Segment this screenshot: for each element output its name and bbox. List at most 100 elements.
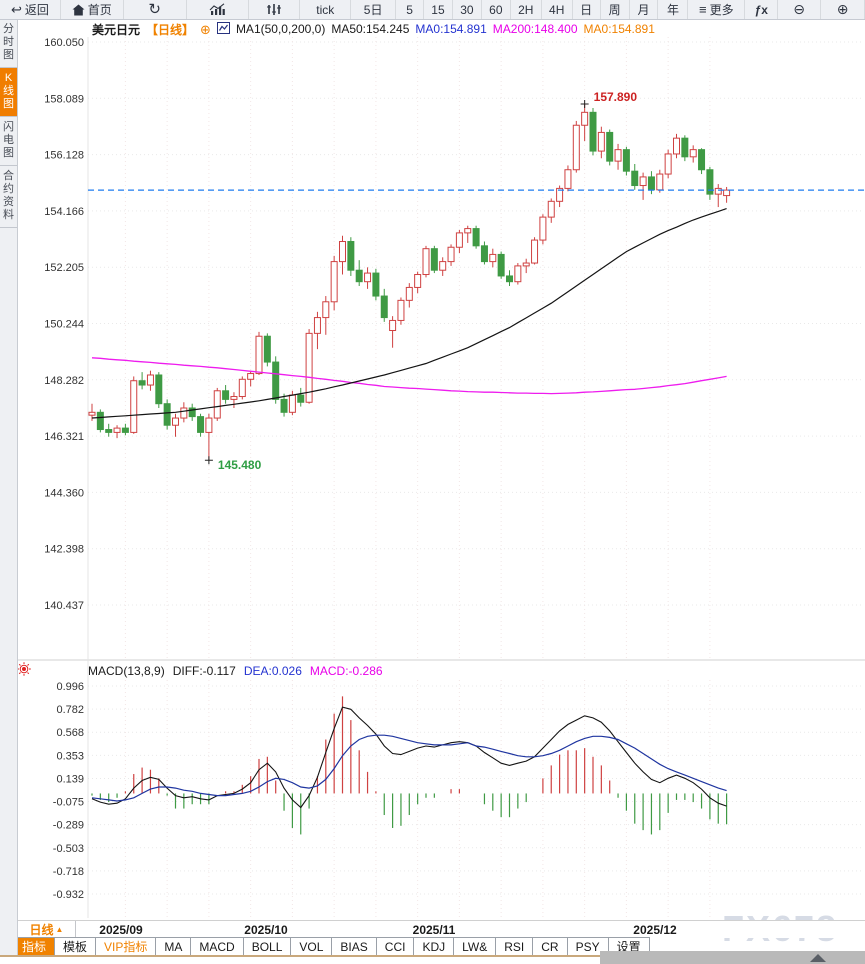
candle-body — [606, 131, 614, 162]
timeframe-2h[interactable]: 2H — [511, 0, 542, 19]
candle-body — [339, 241, 346, 263]
candle-body — [430, 248, 438, 271]
macd-axis-label: -0.289 — [53, 820, 84, 832]
plus-circle-icon[interactable]: ⊕ — [200, 21, 211, 37]
zoom-out-button[interactable]: ⊖ — [778, 0, 822, 19]
indicator-tab-LW&[interactable]: LW& — [454, 938, 497, 955]
fx-indicator-button[interactable]: ƒx — [745, 0, 779, 19]
candle-body — [698, 149, 706, 171]
chart-type-candle-button[interactable] — [249, 0, 301, 19]
collapse-arrow-icon[interactable] — [810, 954, 826, 962]
chart-type-line-button[interactable] — [187, 0, 250, 19]
chevron-up-icon: ▲ — [55, 925, 64, 934]
sidebar-tab-合约资料[interactable]: 合约资料 — [0, 166, 17, 228]
timeframe-5d[interactable]: 5日 — [351, 0, 397, 19]
indicator-tab-PSY[interactable]: PSY — [568, 938, 609, 955]
timeframe-week-label: 周 — [608, 3, 621, 17]
low-annotation: 145.480 — [218, 458, 262, 472]
indicator-tab-CR[interactable]: CR — [533, 938, 568, 955]
indicator-tab-MA[interactable]: MA — [156, 938, 192, 955]
candle-body — [506, 275, 513, 283]
candle-body — [689, 149, 697, 158]
timeframe-5m[interactable]: 5 — [396, 0, 425, 19]
candle-body — [297, 394, 305, 403]
candle-body — [380, 295, 388, 319]
timeframe-year[interactable]: 年 — [658, 0, 689, 19]
candle-body — [472, 228, 480, 247]
more-button[interactable]: ≡ 更多 — [688, 0, 746, 19]
macd-axis-label: -0.932 — [53, 889, 84, 901]
candle-body — [422, 248, 430, 276]
home-button[interactable]: 首页 — [61, 0, 124, 19]
price-axis-label: 144.360 — [44, 487, 84, 499]
timeframe-60m-label: 60 — [489, 2, 503, 17]
candle-body — [364, 272, 372, 283]
candle-body — [547, 200, 555, 218]
candle-body — [656, 173, 664, 191]
timeframe-30m[interactable]: 30 — [453, 0, 482, 19]
candle-body — [647, 176, 655, 191]
indicator-tab-KDJ[interactable]: KDJ — [414, 938, 455, 955]
price-axis-label: 154.166 — [44, 206, 84, 218]
ma-params: MA1(50,0,200,0) — [235, 22, 326, 36]
indicator-tab-BIAS[interactable]: BIAS — [332, 938, 377, 955]
indicator-tab-指标[interactable]: 指标 — [14, 938, 56, 955]
indicator-tab-模板[interactable]: 模板 — [55, 938, 97, 955]
area-chart-icon — [209, 3, 226, 16]
indicator-tab-BOLL[interactable]: BOLL — [244, 938, 292, 955]
back-button-label: 返回 — [24, 3, 49, 17]
symbol-name: 美元日元 — [92, 22, 141, 37]
bottom-scrollbar[interactable] — [600, 951, 865, 964]
timeframe-month[interactable]: 月 — [630, 0, 659, 19]
home-icon — [72, 4, 85, 16]
ma50-value: MA50:154.245 — [331, 22, 410, 36]
macd-dea-value: DEA:0.026 — [243, 663, 302, 678]
macd-diff-line — [91, 706, 727, 809]
back-button[interactable]: ↩ 返回 — [0, 0, 61, 19]
period-tag: 【日线】 — [146, 22, 195, 37]
indicator-settings-sun-icon[interactable] — [17, 662, 31, 681]
candle-body — [581, 111, 589, 126]
macd-axis-label: -0.075 — [53, 797, 84, 809]
price-axis-label: 142.398 — [44, 544, 84, 556]
candle-body — [163, 403, 171, 426]
candle-body — [405, 286, 413, 301]
timeframe-day[interactable]: 日 — [573, 0, 601, 19]
candle-body — [564, 169, 572, 189]
indicator-tab-设置[interactable]: 设置 — [609, 938, 650, 955]
ma0-orange-value: MA0:154.891 — [583, 22, 655, 36]
sidebar-tab-分时图[interactable]: 分时图 — [0, 19, 17, 68]
candle-body — [622, 149, 630, 172]
candle-body — [96, 411, 104, 431]
indicator-tab-RSI[interactable]: RSI — [496, 938, 534, 955]
timeframe-year-label: 年 — [666, 3, 679, 17]
timeframe-15m[interactable]: 15 — [424, 0, 453, 19]
sidebar-tab-闪电图[interactable]: 闪电图 — [0, 117, 17, 166]
period-selector[interactable]: 日线 ▲ — [17, 921, 76, 938]
indicator-tab-MACD[interactable]: MACD — [191, 938, 244, 955]
indicator-tab-CCI[interactable]: CCI — [377, 938, 415, 955]
indicator-tab-VOL[interactable]: VOL — [291, 938, 333, 955]
candle-body — [288, 394, 296, 413]
timeframe-4h[interactable]: 4H — [542, 0, 573, 19]
zoom-in-button[interactable]: ⊕ — [821, 0, 865, 19]
candle-body — [673, 137, 680, 155]
indicator-tab-VIP指标[interactable]: VIP指标 — [96, 938, 157, 955]
ma0-blue-value: MA0:154.891 — [415, 22, 487, 36]
timeframe-60m[interactable]: 60 — [482, 0, 511, 19]
candle-body — [447, 246, 455, 263]
price-axis-label: 140.437 — [44, 600, 84, 612]
candle-body — [121, 427, 129, 433]
candle-body — [397, 299, 405, 321]
timeframe-week[interactable]: 周 — [601, 0, 630, 19]
timeframe-tick[interactable]: tick — [300, 0, 352, 19]
zoom-out-icon: ⊖ — [793, 1, 806, 17]
candle-body — [188, 407, 196, 418]
refresh-button[interactable]: ↻ — [124, 0, 187, 19]
candle-body — [706, 169, 714, 195]
refresh-icon: ↻ — [148, 1, 161, 18]
candle-body — [514, 265, 522, 283]
mini-chart-icon[interactable] — [216, 21, 230, 37]
